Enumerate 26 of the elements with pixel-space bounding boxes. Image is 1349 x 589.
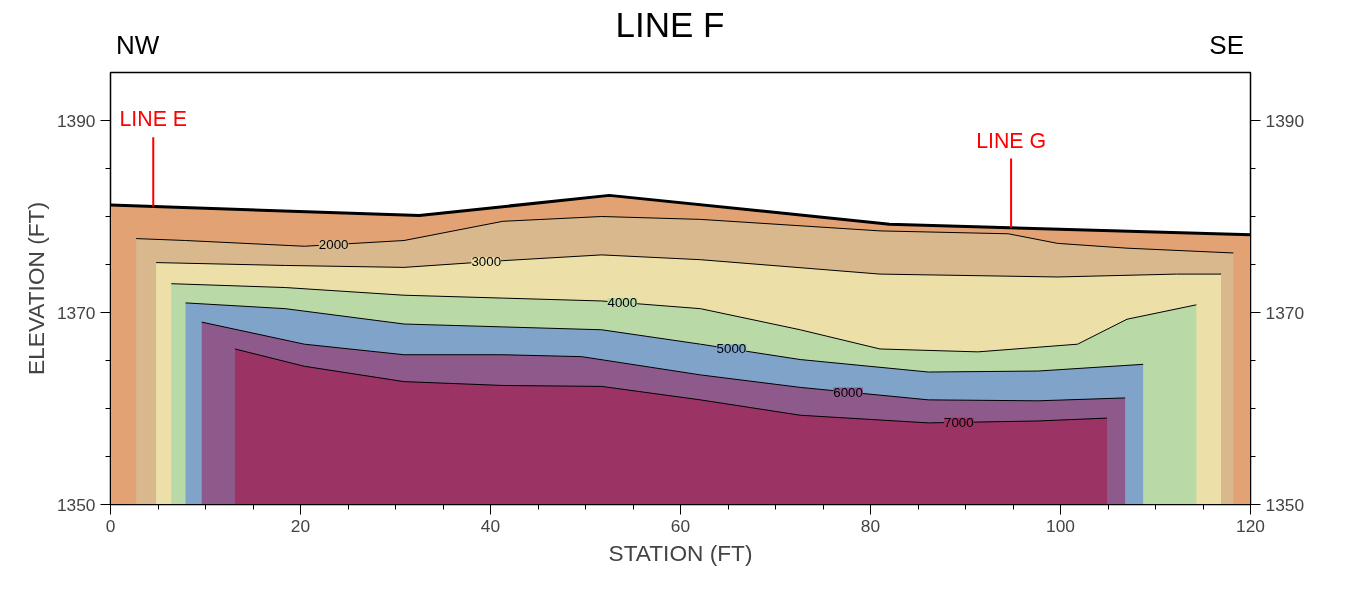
y2-tick-label: 1370: [1265, 302, 1305, 323]
series-label: 2000: [318, 237, 349, 253]
series-label: 5000: [716, 341, 747, 357]
x-tick-label: 120: [1236, 515, 1265, 536]
y-tick-label: 1370: [56, 302, 96, 323]
x-tick-label: 100: [1046, 515, 1075, 536]
y2-tick-label: 1350: [1265, 494, 1305, 515]
y-tick-label: 1390: [56, 110, 96, 131]
y-tick-label: 1350: [56, 494, 96, 515]
y-axis-title: ELEVATION (FT): [22, 202, 49, 375]
x-axis-title: STATION (FT): [608, 539, 753, 566]
series-label: 6000: [833, 384, 863, 400]
y2-tick-label: 1390: [1265, 110, 1305, 131]
series-label: 3000: [471, 254, 502, 270]
chart-title: LINE F: [615, 5, 725, 44]
series-label: 4000: [607, 295, 638, 311]
ref-line-label: LINE G: [976, 128, 1047, 153]
series-label: 7000: [943, 414, 974, 430]
text: NW: [116, 28, 160, 62]
text: SE: [1209, 28, 1244, 62]
x-tick-label: 40: [480, 515, 501, 536]
ref-line-label: LINE E: [119, 107, 188, 132]
x-tick-label: 0: [105, 515, 116, 536]
x-tick-label: 20: [290, 515, 311, 536]
x-tick-label: 60: [670, 515, 691, 536]
x-tick-label: 80: [860, 515, 881, 536]
